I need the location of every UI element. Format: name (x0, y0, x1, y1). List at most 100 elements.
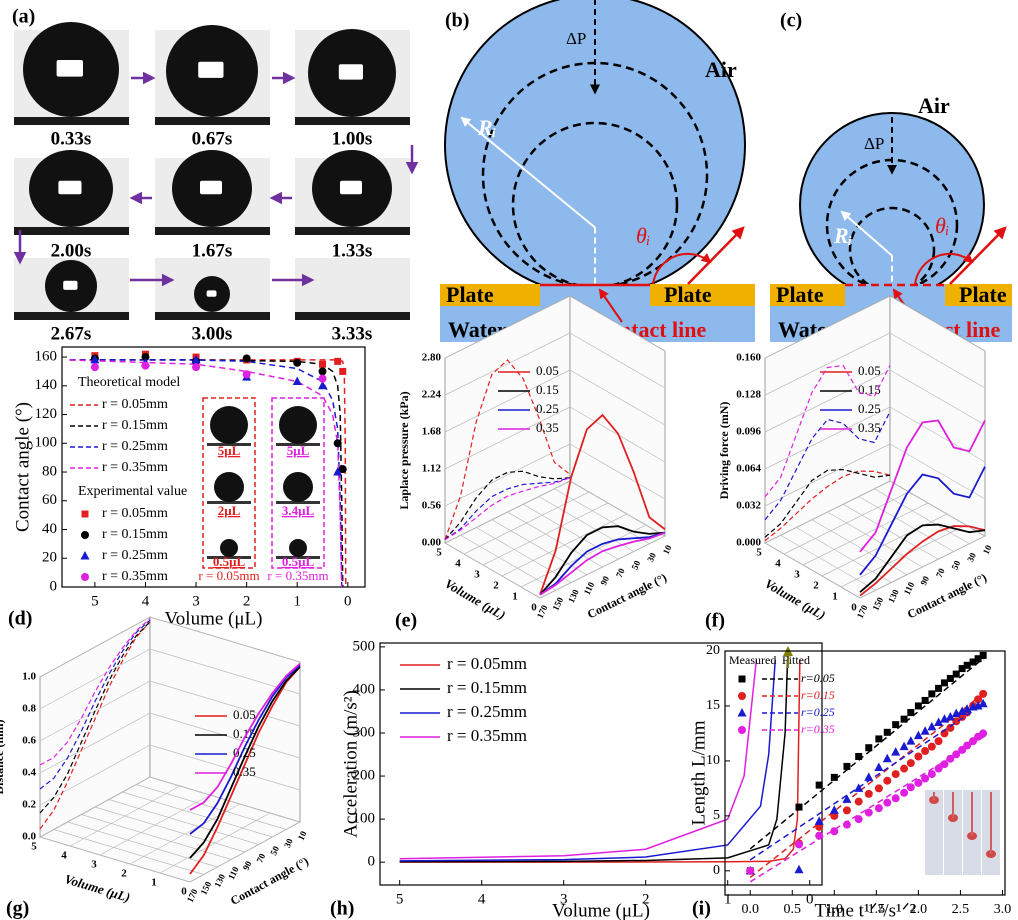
legend-marker (81, 531, 89, 539)
x-tick-label: 0.5 (784, 902, 802, 917)
data-point (864, 772, 873, 781)
legend-label: r = 0.05mm (102, 397, 168, 412)
legend-label: 0.05 (233, 707, 256, 722)
air: Air (705, 57, 737, 82)
data-point (906, 736, 915, 745)
legend-title: Fitted (782, 653, 810, 667)
legend-label: 0.35 (536, 420, 559, 435)
z-tick-label: 0.160 (736, 352, 761, 364)
data-point (928, 690, 935, 697)
pressure: ΔP (864, 134, 884, 153)
data-point (940, 760, 948, 768)
legend-label: r = 0.25mm (102, 439, 168, 454)
frame (295, 258, 410, 320)
x-tick-label: 3 (192, 593, 200, 609)
data-point (243, 354, 251, 362)
substrate (155, 312, 270, 320)
data-point (843, 806, 851, 814)
highlight (207, 290, 217, 296)
z-axis-title: Driving force (mN) (717, 402, 731, 500)
legend-label: r = 0.15mm (447, 678, 527, 697)
y-tick-label: 50 (268, 844, 281, 857)
x-tick-label: 2 (813, 580, 819, 592)
data-point (900, 765, 908, 773)
y-tick-label: 0 (713, 863, 720, 878)
legend-label: r=0.15 (801, 688, 835, 702)
x-axis-title: Volume (μL) (552, 900, 650, 920)
x-axis-title: Time t¹ᐟ²/s¹ᐟ² (814, 900, 915, 920)
x-tick-label: 0 (806, 891, 814, 907)
substrate (155, 117, 270, 125)
data-point (891, 747, 900, 756)
panel-label: (g) (6, 898, 29, 920)
z-axis-title: Laplace pressure (kPa) (397, 391, 411, 509)
inset-droplet (283, 472, 313, 502)
legend-title: Experimental value (78, 484, 187, 499)
x-tick-label: 1 (293, 593, 301, 609)
legend-label: r = 0.05mm (447, 654, 527, 673)
y-tick-label: 90 (598, 574, 611, 587)
legend-label: r=0.05 (801, 671, 835, 685)
z-tick-label: 0.56 (422, 500, 442, 512)
data-point (928, 743, 936, 751)
z-tick-label: 1.68 (422, 426, 442, 438)
z-axis-title: Distance (mm) (0, 720, 6, 795)
y-tick-label: 170 (185, 887, 200, 904)
y-tick-label: 90 (918, 574, 931, 587)
inset-caption: r = 0.05mm (198, 568, 259, 583)
legend-label: 0.25 (858, 401, 881, 416)
legend-marker (738, 692, 746, 700)
frame-time: 2.67s (51, 323, 92, 344)
inset-label: 2μL (218, 503, 241, 518)
y-tick-label: 80 (42, 463, 57, 479)
y-tick-label: 30 (645, 551, 658, 564)
plate-right: Plate (664, 282, 712, 307)
data-point (830, 805, 839, 814)
pressure: ΔP (566, 29, 586, 48)
y-tick-label: 60 (42, 492, 57, 508)
substrate (14, 312, 129, 320)
y-tick-label: 70 (934, 566, 947, 579)
x-tick-label: 4 (478, 891, 486, 907)
x-tick-label: 3 (794, 569, 800, 581)
data-point (334, 439, 342, 447)
legend-label: r = 0.25mm (447, 702, 527, 721)
legend-label: r = 0.35mm (102, 460, 168, 475)
x-tick-label: 3.0 (994, 902, 1012, 917)
figure: (a)0.33s0.67s1.00s1.33s1.67s2.00s2.67s3.… (0, 0, 1018, 920)
x-tick-label: 0.0 (741, 902, 759, 917)
y-tick-label: 30 (282, 836, 295, 849)
y-tick-label: 10 (296, 829, 309, 842)
legend-label: r = 0.25mm (102, 548, 168, 563)
y-tick-label: 140 (35, 377, 58, 393)
data-point (914, 731, 923, 740)
z-tick-label: 0.2 (22, 799, 36, 811)
y-tick-label: 40 (42, 521, 57, 537)
y-axis-title: Contact angle (°) (12, 402, 33, 532)
highlight (198, 62, 223, 78)
y-axis-title: Acceleration (m/s²) (340, 690, 361, 838)
y-tick-label: 110 (902, 580, 917, 596)
z-tick-label: 0.096 (736, 426, 761, 438)
legend-label: r = 0.35mm (102, 569, 168, 584)
data-point (319, 367, 327, 375)
inset-droplet (214, 472, 244, 502)
legend-label: r=0.35 (801, 722, 835, 736)
x-tick-label: 5 (436, 547, 442, 559)
y-tick-label: 100 (35, 435, 58, 451)
data-point (874, 763, 883, 772)
legend-label: r = 0.15mm (102, 527, 168, 542)
data-point (914, 779, 922, 787)
panel-label: (a) (12, 6, 35, 28)
legend-label: r=0.25 (801, 705, 835, 719)
plate-right: Plate (959, 282, 1007, 307)
z-tick-label: 0.128 (736, 389, 761, 401)
data-point (243, 370, 251, 378)
x-tick-label: 4 (455, 558, 461, 570)
data-point (979, 729, 987, 737)
y-tick-label: 160 (35, 348, 58, 364)
x-tick-label: 2 (493, 580, 499, 592)
legend-label: 0.05 (858, 363, 881, 378)
y-tick-label: 110 (582, 580, 597, 596)
y-tick-label: 500 (353, 638, 376, 654)
